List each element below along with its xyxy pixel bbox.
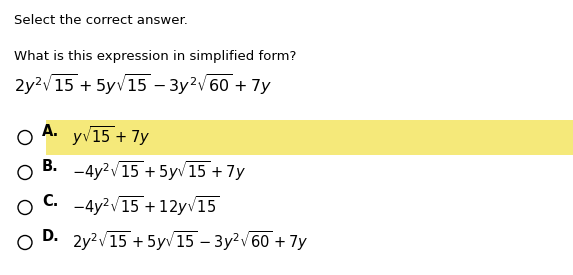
- Text: B.: B.: [42, 159, 59, 174]
- Text: $2y^2\sqrt{15} + 5y\sqrt{15} - 3y^2\sqrt{60} + 7y$: $2y^2\sqrt{15} + 5y\sqrt{15} - 3y^2\sqrt…: [72, 229, 309, 253]
- Text: Select the correct answer.: Select the correct answer.: [14, 14, 188, 27]
- Text: A.: A.: [42, 124, 59, 139]
- Text: $y\sqrt{15} + 7y$: $y\sqrt{15} + 7y$: [72, 124, 150, 148]
- Bar: [46, 120, 573, 155]
- Text: $2y^2\sqrt{15} + 5y\sqrt{15} - 3y^2\sqrt{60} + 7y$: $2y^2\sqrt{15} + 5y\sqrt{15} - 3y^2\sqrt…: [14, 72, 272, 97]
- Text: $-4y^2\sqrt{15} + 12y\sqrt{15}$: $-4y^2\sqrt{15} + 12y\sqrt{15}$: [72, 194, 219, 218]
- Text: $-4y^2\sqrt{15} + 5y\sqrt{15} + 7y$: $-4y^2\sqrt{15} + 5y\sqrt{15} + 7y$: [72, 159, 246, 183]
- Text: What is this expression in simplified form?: What is this expression in simplified fo…: [14, 50, 296, 63]
- Text: C.: C.: [42, 194, 58, 209]
- Text: D.: D.: [42, 229, 60, 244]
